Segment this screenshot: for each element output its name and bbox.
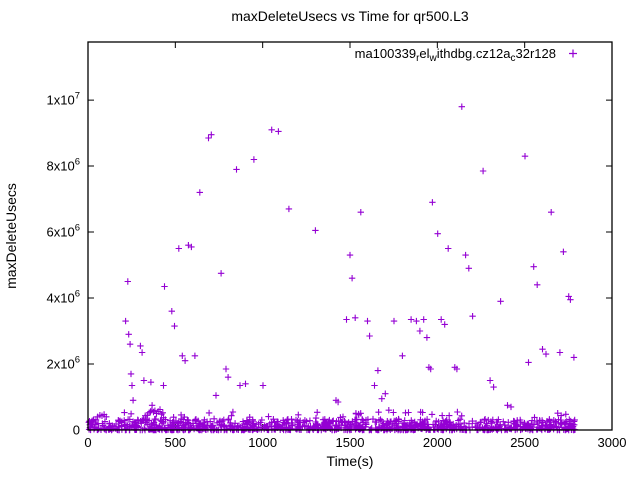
legend-entry: ma100339relwithdbg.cz12ac32r128 (355, 46, 577, 64)
x-tick-label: 3000 (598, 435, 627, 450)
x-tick-label: 500 (164, 435, 186, 450)
axis-ticks (87, 42, 613, 431)
y-tick-label: 0 (73, 423, 80, 438)
y-tick-label: 8x106 (47, 157, 81, 174)
y-axis-label: maxDeleteUsecs (3, 183, 19, 289)
y-tick-label: 1x107 (47, 91, 81, 108)
x-tick-label: 0 (84, 435, 91, 450)
x-tick-label: 1500 (336, 435, 365, 450)
y-tick-label: 2x106 (47, 355, 81, 372)
y-tick-label: 6x106 (47, 223, 81, 240)
x-tick-label: 2500 (510, 435, 539, 450)
plot-border (87, 41, 613, 431)
y-tick-label: 4x106 (47, 289, 81, 306)
axis-tick-labels: 0 500 1000 1500 2000 2500 3000 0 2x106 4x106 6x106… (47, 91, 627, 450)
legend-label: ma100339relwithdbg.cz12ac32r128 (355, 46, 556, 64)
legend-plus-marker-icon (569, 49, 577, 58)
x-axis-label: Time(s) (327, 453, 374, 469)
chart-title: maxDeleteUsecs vs Time for qr500.L3 (231, 8, 469, 24)
data-points-outliers (94, 103, 578, 420)
x-tick-label: 1000 (248, 435, 277, 450)
x-tick-label: 2000 (423, 435, 452, 450)
